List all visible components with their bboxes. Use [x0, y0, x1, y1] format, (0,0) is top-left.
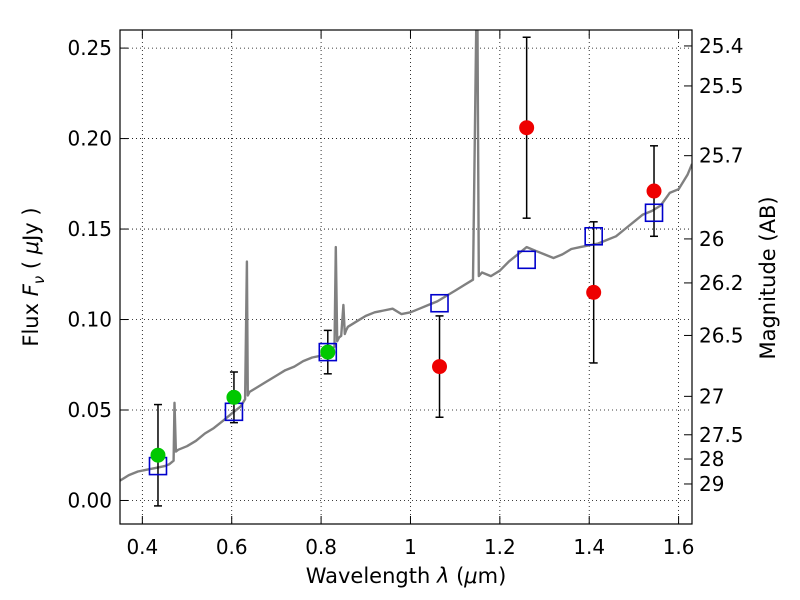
- mag-tick-label: 27.5: [699, 423, 744, 447]
- mag-tick-label: 25.5: [699, 74, 744, 98]
- mag-tick-label: 26.2: [699, 271, 744, 295]
- detection-point: [150, 447, 166, 463]
- flux-point: [646, 183, 662, 199]
- plot-area: [120, 30, 692, 507]
- y-tick-label: 0.20: [67, 127, 112, 151]
- grid: [120, 30, 692, 524]
- mag-tick-label: 29: [699, 472, 724, 496]
- flux-point: [432, 359, 448, 375]
- ylabel-paren: (: [19, 254, 43, 276]
- mag-tick-label: 25.7: [699, 144, 744, 168]
- x-tick-label: 1.6: [663, 535, 695, 559]
- y-axis-label: Flux Fν ( μJy ): [19, 207, 48, 346]
- mag-tick-label: 25.4: [699, 34, 744, 58]
- xlabel-text: Wavelength: [306, 564, 437, 588]
- axis-ticks: 0.4 0.6 0.8 1 1.2 1.4 1.6 0.00 0.05 0.10 0.15 0.20 0…: [67, 30, 744, 559]
- xlabel-lambda: λ: [436, 564, 449, 588]
- x-tick-label: 1.2: [484, 535, 516, 559]
- model-point: [644, 203, 664, 223]
- y2-axis-label: Magnitude (AB): [756, 196, 780, 359]
- ylabel-nu: ν: [30, 276, 48, 284]
- y-tick-label: 0.25: [67, 36, 112, 60]
- y-tick-label: 0.10: [67, 308, 112, 332]
- flux-point: [519, 120, 535, 136]
- y-tick-label: 0.05: [67, 398, 112, 422]
- mag-tick-label: 27: [699, 384, 724, 408]
- ylabel-unit: Jy ): [19, 207, 43, 243]
- mag-tick-label: 26: [699, 227, 724, 251]
- model-point: [318, 342, 338, 362]
- xlabel-unit: m): [478, 564, 507, 588]
- model-point: [584, 226, 603, 246]
- x-axis-label: Wavelength λ (μm): [306, 564, 507, 588]
- xlabel-mu: μ: [463, 564, 477, 588]
- plot-frame: [119, 29, 693, 525]
- detection-point: [320, 344, 336, 360]
- model-point: [430, 293, 449, 313]
- x-tick-label: 0.4: [126, 535, 158, 559]
- x-tick-label: 0.6: [216, 535, 248, 559]
- xlabel-paren: (: [449, 564, 464, 588]
- mag-tick-label: 26.5: [699, 323, 744, 347]
- mag-tick-label: 28: [699, 447, 724, 471]
- y-tick-label: 0.15: [67, 217, 112, 241]
- x-tick-label: 1: [404, 535, 417, 559]
- y-tick-label: 0.00: [67, 488, 112, 512]
- flux-point: [586, 284, 602, 300]
- ylabel-mu: μ: [19, 241, 43, 255]
- detection-point: [226, 389, 242, 405]
- x-tick-label: 1.4: [573, 535, 605, 559]
- ylabel-F: F: [19, 283, 43, 296]
- model-point: [517, 250, 536, 270]
- x-tick-label: 0.8: [305, 535, 337, 559]
- ylabel-text: Flux: [19, 296, 43, 346]
- spectrum-line: [120, 30, 692, 482]
